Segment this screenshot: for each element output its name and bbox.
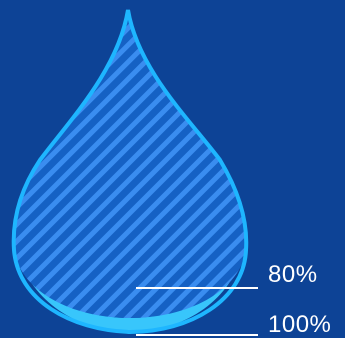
drop-outline (11, 9, 249, 335)
level-label-80: 80% (268, 261, 318, 288)
drop-striped-fill (13, 10, 247, 318)
level-label-100: 100% (268, 311, 332, 338)
